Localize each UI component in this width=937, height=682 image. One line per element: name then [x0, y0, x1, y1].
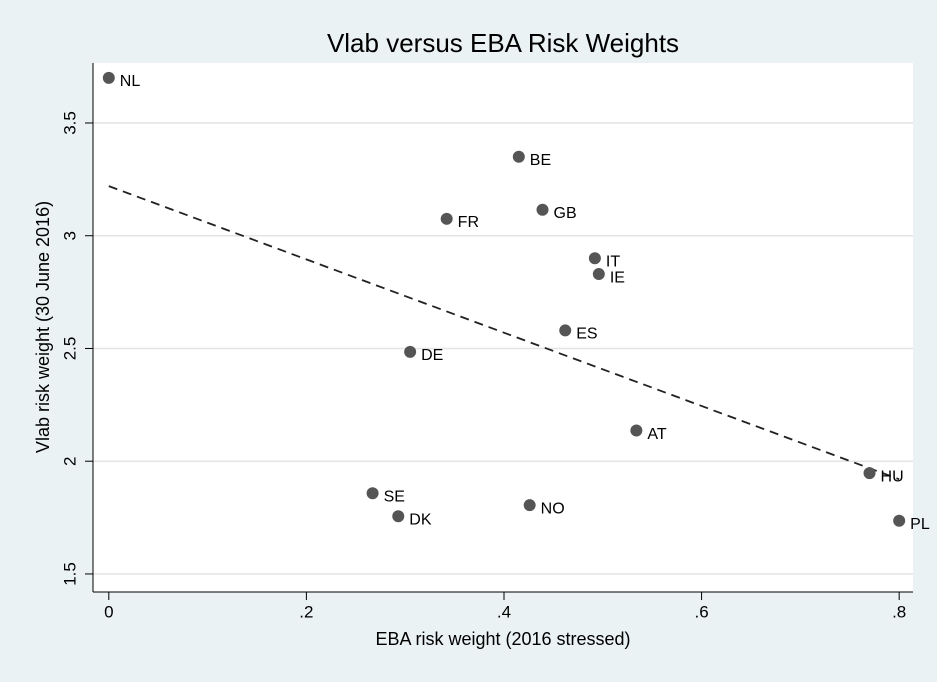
- point-label: AT: [647, 426, 666, 443]
- point: [630, 424, 643, 437]
- point-label: IE: [610, 269, 625, 286]
- point: [366, 487, 379, 500]
- point: [404, 345, 417, 358]
- point-label: GB: [554, 205, 577, 222]
- point: [440, 212, 453, 225]
- point-label: DE: [421, 347, 443, 364]
- point-label: BE: [530, 152, 551, 169]
- point-label: DK: [409, 511, 432, 528]
- point: [588, 252, 601, 265]
- point-label: IT: [606, 253, 620, 270]
- point: [863, 467, 876, 480]
- y-tick-label: 1.5: [60, 562, 79, 586]
- point-label: NO: [541, 500, 565, 517]
- point: [512, 150, 525, 163]
- point-label: NL: [120, 73, 141, 90]
- point: [523, 499, 536, 512]
- x-tick-label: .4: [497, 602, 511, 621]
- y-tick-label: 2.5: [60, 337, 79, 361]
- x-tick-label: .6: [694, 602, 708, 621]
- x-tick-label: .8: [892, 602, 906, 621]
- point-label: PL: [910, 516, 930, 533]
- fit-line: [108, 185, 900, 481]
- point: [592, 268, 605, 281]
- point-label: HU: [881, 468, 904, 485]
- point: [392, 510, 405, 523]
- plot-area: [93, 63, 913, 592]
- y-tick-label: 2: [60, 456, 79, 465]
- point: [559, 324, 572, 337]
- x-tick-label: 0: [104, 602, 113, 621]
- point: [893, 514, 906, 527]
- point: [536, 203, 549, 216]
- x-axis-label: EBA risk weight (2016 stressed): [375, 629, 630, 649]
- point: [102, 71, 115, 84]
- x-tick-label: .2: [299, 602, 313, 621]
- point-label: FR: [458, 214, 479, 231]
- chart-title: Vlab versus EBA Risk Weights: [327, 28, 679, 58]
- point-label: ES: [576, 326, 597, 343]
- y-axis-label: Vlab risk weight (30 June 2016): [33, 201, 53, 453]
- y-tick-label: 3.5: [60, 111, 79, 135]
- y-tick-label: 3: [60, 231, 79, 240]
- point-label: SE: [384, 488, 405, 505]
